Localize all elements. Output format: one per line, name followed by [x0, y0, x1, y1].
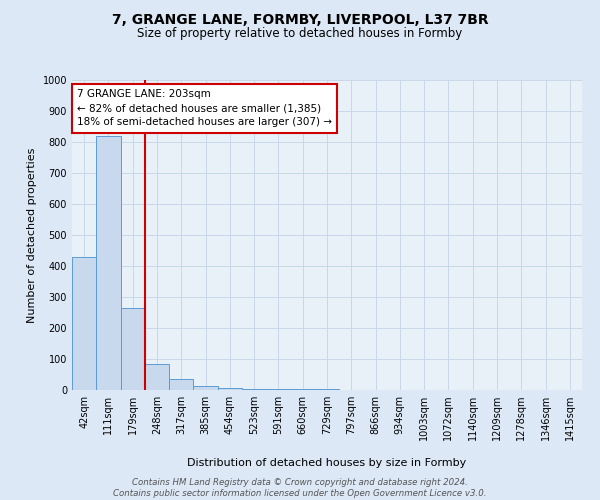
Text: Size of property relative to detached houses in Formby: Size of property relative to detached ho…: [137, 28, 463, 40]
Bar: [121, 308, 145, 390]
Y-axis label: Number of detached properties: Number of detached properties: [27, 148, 37, 322]
Bar: [145, 364, 169, 390]
Text: 7, GRANGE LANE, FORMBY, LIVERPOOL, L37 7BR: 7, GRANGE LANE, FORMBY, LIVERPOOL, L37 7…: [112, 12, 488, 26]
Bar: [218, 388, 242, 390]
Text: Distribution of detached houses by size in Formby: Distribution of detached houses by size …: [187, 458, 467, 468]
Bar: [193, 386, 218, 390]
Bar: [72, 256, 96, 390]
Text: 7 GRANGE LANE: 203sqm
← 82% of detached houses are smaller (1,385)
18% of semi-d: 7 GRANGE LANE: 203sqm ← 82% of detached …: [77, 90, 332, 128]
Bar: [266, 389, 290, 390]
Bar: [242, 389, 266, 390]
Text: Contains HM Land Registry data © Crown copyright and database right 2024.
Contai: Contains HM Land Registry data © Crown c…: [113, 478, 487, 498]
Bar: [290, 389, 315, 390]
Bar: [169, 379, 193, 390]
Bar: [96, 136, 121, 390]
